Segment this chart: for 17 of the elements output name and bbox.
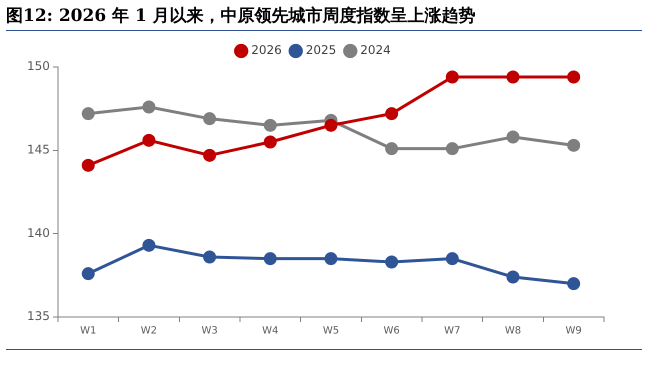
legend-label: 2024: [360, 43, 391, 58]
x-tick-label: W6: [384, 326, 400, 337]
y-tick-label: 150: [27, 59, 50, 74]
x-tick-label: W4: [262, 326, 278, 337]
x-tick-label: W8: [504, 326, 522, 337]
x-tick-label: W9: [566, 326, 582, 337]
x-tick-label: W3: [201, 326, 218, 337]
y-tick-label: 135: [27, 309, 50, 324]
y-tick-label: 145: [27, 142, 50, 156]
x-tick-label: W2: [140, 326, 158, 337]
legend-label: 2026: [251, 43, 282, 58]
y-tick-label: 140: [27, 226, 50, 240]
x-tick-label: W5: [322, 326, 340, 337]
x-tick-label: W1: [80, 326, 96, 337]
legend-label: 2025: [306, 43, 336, 58]
x-tick-label: W7: [444, 326, 460, 337]
chart-title: 图12: 2026 年 1 月以来，中原领先城市周度指数呈上涨趋势: [6, 4, 642, 31]
